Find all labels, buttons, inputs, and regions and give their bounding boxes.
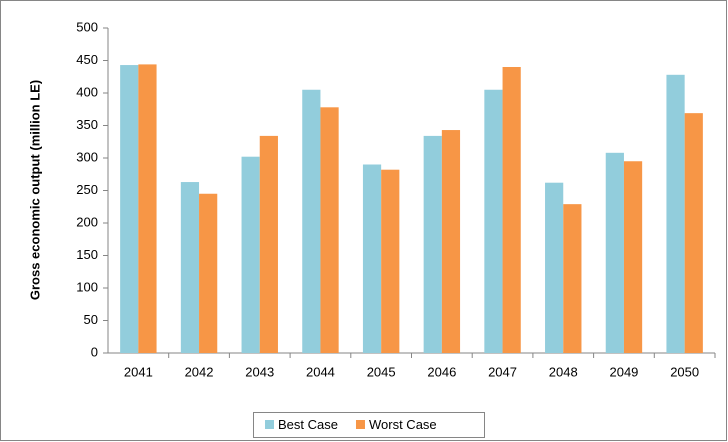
y-tick-label: 450 <box>76 52 98 67</box>
legend-swatch <box>355 420 365 429</box>
x-tick-label: 2049 <box>609 364 638 379</box>
bar <box>563 204 582 353</box>
bar <box>138 64 157 354</box>
bar <box>381 169 400 353</box>
x-tick-label: 2044 <box>306 364 335 379</box>
y-tick-label: 350 <box>76 117 98 132</box>
y-tick-label: 200 <box>76 214 98 229</box>
bar <box>423 135 442 353</box>
x-tick-label: 2042 <box>185 364 214 379</box>
bar <box>241 156 260 353</box>
bar <box>666 74 685 354</box>
bar <box>180 182 200 353</box>
bar <box>623 161 643 353</box>
bar <box>302 89 321 353</box>
y-tick-label: 100 <box>76 279 98 294</box>
x-tick-label: 2048 <box>549 364 578 379</box>
bar <box>199 193 218 353</box>
x-tick-label: 2045 <box>367 364 396 379</box>
x-tick-label: 2041 <box>124 364 153 379</box>
y-tick-label: 150 <box>76 247 98 262</box>
legend-label: Worst Case <box>369 417 437 432</box>
legend-box <box>253 412 485 438</box>
x-tick-label: 2050 <box>670 364 699 379</box>
legend-swatch <box>265 420 274 429</box>
y-tick-label: 500 <box>76 19 98 34</box>
x-tick-label: 2047 <box>488 364 517 379</box>
y-tick-label: 400 <box>76 84 98 99</box>
bar <box>120 65 139 354</box>
bar <box>259 135 278 353</box>
y-tick-label: 300 <box>76 149 98 164</box>
bar <box>502 67 521 353</box>
legend-label: Best Case <box>278 417 338 432</box>
bar <box>320 107 339 353</box>
bar <box>484 89 503 353</box>
bar <box>684 113 703 354</box>
bar <box>441 130 461 353</box>
y-axis-label: Gross economic output (million LE) <box>27 80 42 300</box>
x-tick-label: 2046 <box>427 364 456 379</box>
x-tick-label: 2043 <box>245 364 274 379</box>
bar <box>545 182 564 353</box>
y-tick-label: 0 <box>91 344 98 359</box>
bar <box>362 164 382 353</box>
y-tick-label: 50 <box>84 312 98 327</box>
y-tick-label: 250 <box>76 182 98 197</box>
bar <box>605 152 624 353</box>
